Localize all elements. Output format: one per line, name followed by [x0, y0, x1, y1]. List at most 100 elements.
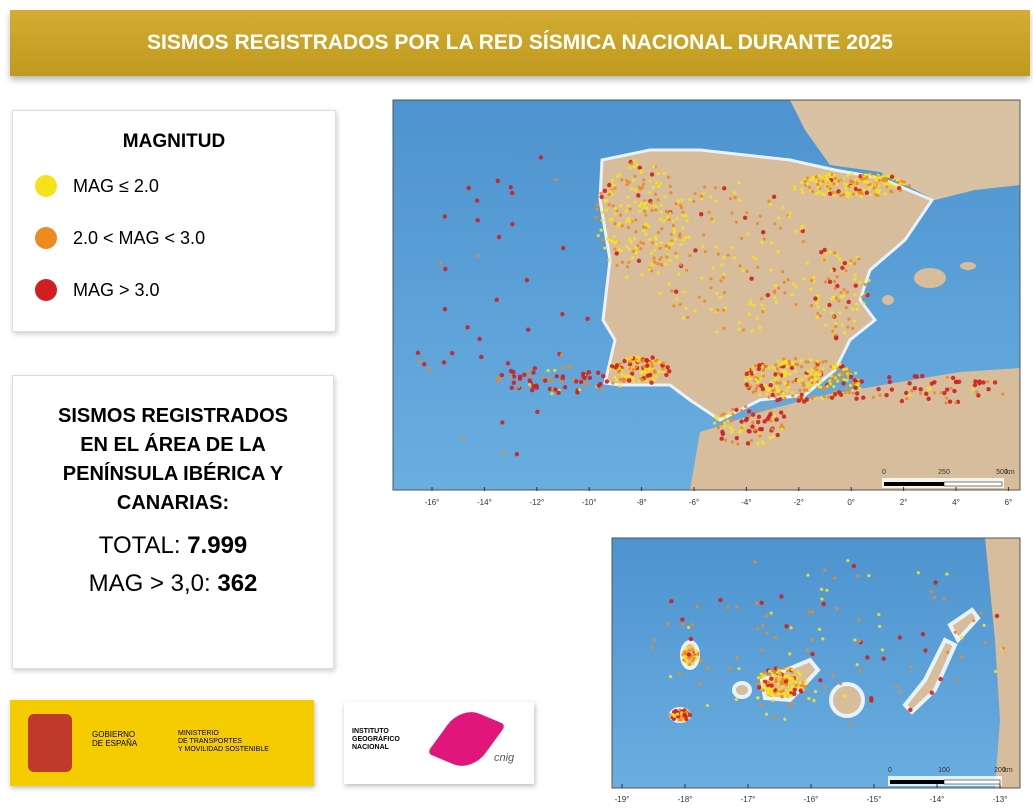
quake	[766, 405, 770, 410]
quake	[550, 391, 554, 396]
quake	[789, 365, 795, 371]
quake	[734, 407, 739, 413]
quake	[803, 680, 807, 684]
quake	[604, 208, 609, 212]
total: TOTAL: 7.999	[13, 532, 333, 560]
quake	[631, 256, 635, 260]
quake	[723, 306, 727, 310]
quake	[534, 385, 540, 390]
quake	[824, 323, 828, 327]
quake	[760, 303, 764, 307]
quake	[687, 712, 692, 718]
quake	[744, 416, 750, 421]
quake	[616, 223, 620, 228]
quake	[868, 186, 872, 190]
quake	[607, 192, 612, 196]
quake	[730, 245, 734, 250]
quake	[629, 240, 633, 244]
quake	[783, 679, 789, 684]
quake	[853, 277, 857, 282]
quake	[837, 299, 841, 303]
x-label: -19°	[615, 795, 630, 804]
quake	[781, 391, 785, 396]
quake	[710, 217, 714, 221]
quake	[644, 232, 648, 236]
quake	[654, 374, 658, 379]
x-label: 6°	[1005, 498, 1013, 507]
t: MINISTERIO	[178, 730, 219, 737]
quake	[856, 382, 860, 386]
quake	[654, 242, 659, 246]
quake	[858, 386, 862, 391]
quake	[736, 442, 740, 446]
quake	[664, 372, 669, 378]
quake	[560, 312, 565, 317]
quake	[625, 209, 629, 213]
quake	[889, 174, 895, 179]
quake	[865, 180, 869, 184]
quake	[613, 222, 617, 226]
quake	[950, 375, 956, 381]
quake	[817, 627, 822, 631]
quake	[771, 365, 775, 369]
quake	[625, 244, 629, 249]
quake	[904, 390, 909, 396]
quake	[869, 696, 874, 701]
quake	[687, 655, 692, 660]
quake	[758, 326, 762, 330]
quake	[441, 360, 447, 365]
quake	[709, 277, 713, 281]
quake	[843, 182, 847, 186]
quake	[832, 576, 837, 580]
quake	[816, 380, 820, 384]
x-label: -14°	[477, 498, 492, 507]
quake	[773, 674, 777, 678]
quake	[734, 697, 738, 702]
quake	[850, 326, 855, 331]
quake	[701, 244, 705, 248]
quake	[626, 204, 631, 208]
quake	[756, 414, 762, 420]
quake	[791, 380, 795, 384]
quake	[885, 185, 889, 189]
quake	[574, 379, 579, 384]
quake	[639, 240, 643, 244]
quake	[673, 289, 679, 294]
quake	[728, 426, 732, 430]
quake	[884, 392, 889, 398]
quake	[756, 409, 760, 413]
quake	[784, 372, 789, 376]
legend-item: MAG ≤ 2.0	[35, 175, 159, 197]
quake	[820, 192, 824, 196]
quake	[620, 373, 624, 377]
france	[790, 100, 1020, 200]
quake	[614, 251, 619, 256]
quake	[942, 597, 946, 601]
quake	[768, 202, 772, 206]
quake	[691, 658, 695, 663]
quake	[929, 690, 934, 695]
quake	[560, 366, 564, 370]
quake	[756, 676, 761, 680]
quake	[688, 636, 694, 642]
t: INSTITUTO	[352, 728, 389, 735]
quake	[827, 279, 833, 284]
quake	[530, 387, 535, 393]
quake	[583, 381, 588, 385]
quake	[600, 210, 605, 215]
quake	[777, 669, 781, 673]
quake	[842, 260, 847, 266]
quake	[755, 384, 760, 388]
quake	[794, 356, 798, 361]
quake	[639, 170, 643, 175]
quake	[546, 368, 550, 373]
quake	[907, 381, 912, 386]
quake	[669, 191, 673, 195]
quake	[660, 227, 664, 231]
quake	[839, 290, 843, 295]
quake	[827, 172, 832, 176]
quake	[756, 442, 760, 446]
quake	[861, 177, 865, 181]
quake	[771, 669, 775, 673]
quake	[755, 419, 761, 425]
